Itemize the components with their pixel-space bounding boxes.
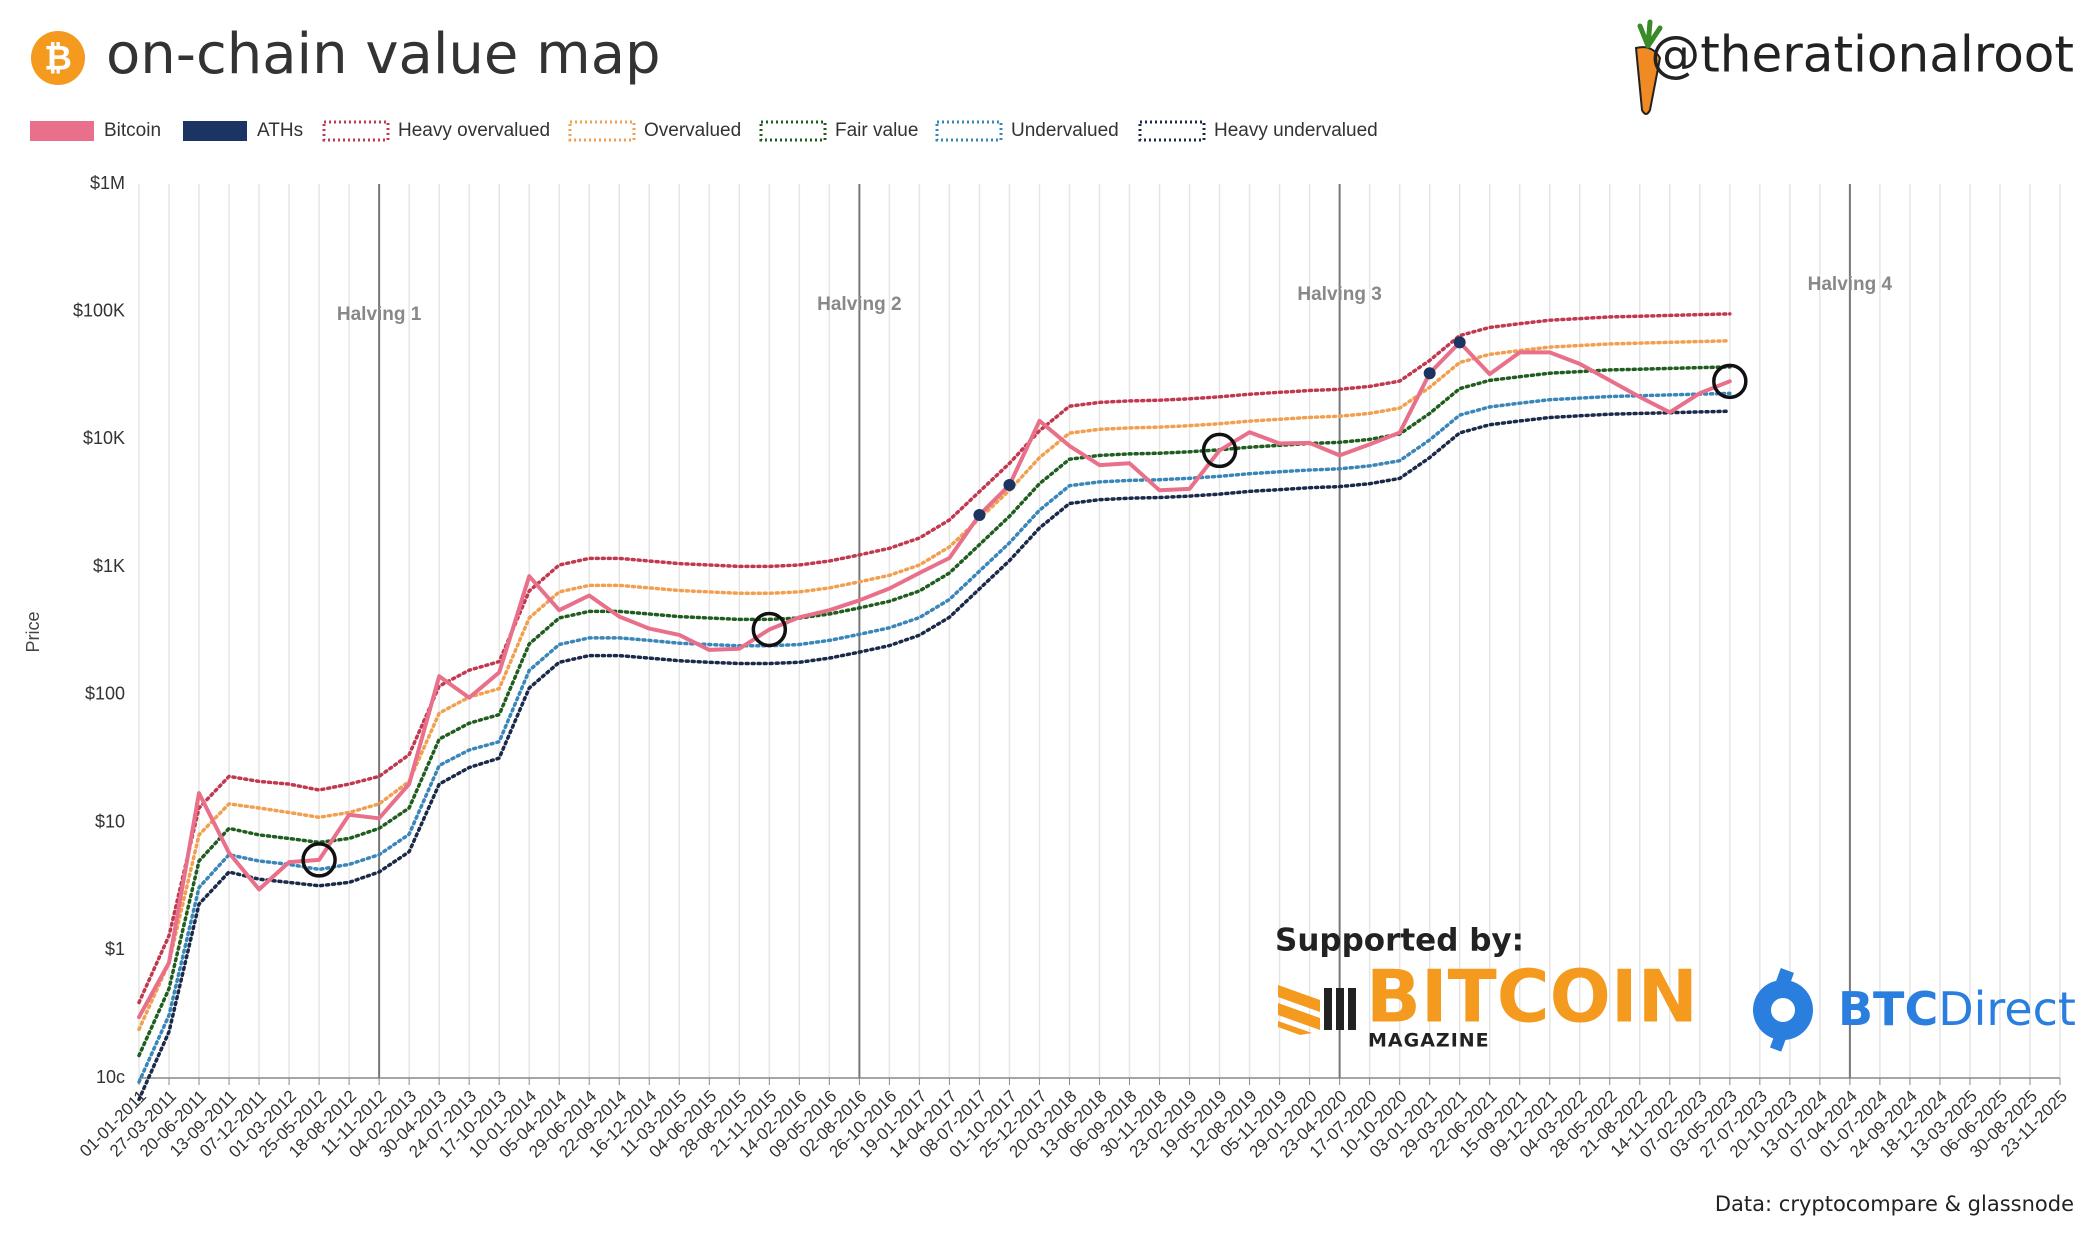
y-tick-label: $100K [73, 300, 125, 320]
sponsor-heading: Supported by: [1275, 923, 1524, 959]
carrot-icon [1634, 19, 1663, 115]
legend-label: Heavy overvalued [398, 120, 550, 141]
band-line [137, 391, 1732, 1084]
sponsor-name-part: BTC [1838, 982, 1938, 1036]
legend-swatch [183, 121, 247, 141]
y-tick-label: $1 [105, 939, 125, 959]
y-tick-label: $1M [90, 173, 125, 193]
legend-label: Fair value [835, 120, 918, 141]
ath-marker [1453, 336, 1466, 349]
sponsor-name: BTCDirect [1838, 982, 2076, 1036]
ath-marker [1423, 367, 1436, 380]
annotation: Halving 1 [337, 304, 422, 325]
legend-swatch [935, 120, 1003, 142]
ath-marker [973, 509, 986, 522]
band-line [137, 409, 1732, 1102]
highlight-circle [1712, 363, 1748, 400]
legend-swatch [568, 120, 636, 142]
legend-swatch [322, 120, 390, 142]
source-note: Data: cryptocompare & glassnode [1715, 1192, 2074, 1216]
sponsor-sub: MAGAZINE [1368, 1030, 1490, 1052]
y-tick-label: $1K [93, 556, 125, 576]
y-tick-label: $100 [85, 684, 125, 704]
y-tick-label: 10c [96, 1067, 125, 1087]
ath-marker [1003, 478, 1016, 491]
price-line [137, 340, 1732, 1020]
legend-label: Heavy undervalued [1214, 120, 1378, 141]
band-line [137, 312, 1732, 1005]
bitcoin-icon [31, 31, 85, 85]
band-line [137, 365, 1732, 1058]
legend-swatch [1138, 120, 1206, 142]
sponsor-sub: Direct [1938, 982, 2076, 1036]
y-tick-label: $10K [83, 428, 125, 448]
highlight-circle [1201, 432, 1238, 469]
legend-swatch [759, 120, 827, 142]
bitcoin-magazine-logo [1278, 985, 1356, 1035]
highlight-circle [751, 611, 788, 648]
band-line [137, 339, 1732, 1032]
btc-direct-logo [1753, 968, 1813, 1052]
legend-label: Overvalued [644, 120, 741, 141]
plot: 01-01-201127-03-201120-06-201113-09-2011… [73, 173, 2071, 1162]
legend-label: Undervalued [1011, 120, 1119, 141]
annotation: Halving 3 [1297, 284, 1381, 305]
sponsor-name: BITCOIN [1366, 955, 1698, 1039]
highlight-circle [301, 842, 337, 878]
y-tick-label: $10 [95, 811, 125, 831]
legend-label: ATHs [257, 120, 303, 141]
credit: @therationalroot [1650, 26, 2074, 84]
legend-label: Bitcoin [104, 120, 161, 141]
y-axis-label: Price [23, 611, 43, 652]
annotation: Halving 4 [1808, 274, 1893, 295]
legend-swatch [30, 121, 94, 141]
bitcoin-icon-glyph: ₿ [44, 39, 72, 79]
chart-title: on-chain value map [106, 22, 661, 87]
annotation: Halving 2 [817, 294, 901, 315]
